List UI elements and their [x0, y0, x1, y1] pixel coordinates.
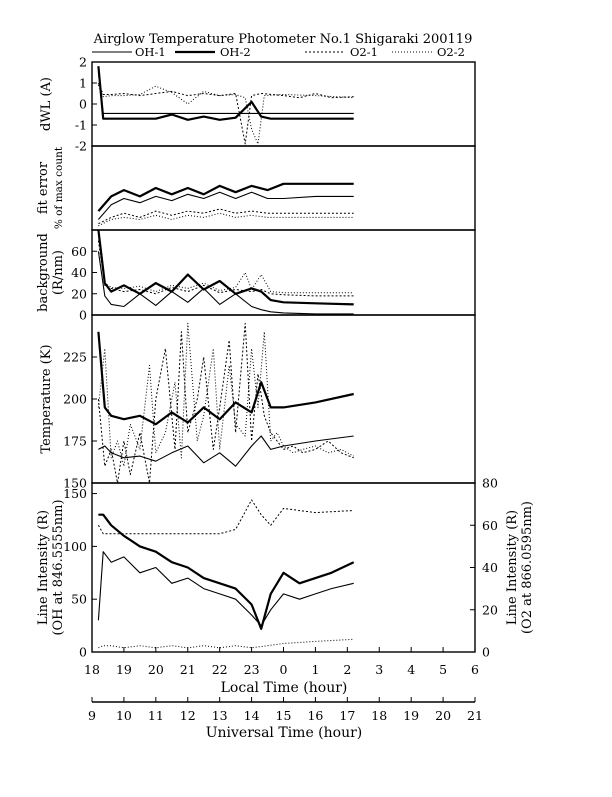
- series-o2-2: [97, 235, 354, 294]
- panel-4: 150 175 200 225 Temperature (K): [39, 314, 476, 491]
- panel-frame: [91, 61, 476, 147]
- x-tick-label-ut: 11: [148, 708, 164, 723]
- x-tick-label-ut: 13: [212, 708, 228, 723]
- x-tick-label-local: 5: [439, 662, 447, 677]
- x-tick-label-local: 1: [311, 662, 319, 677]
- y-tick-label: 2: [79, 55, 87, 70]
- y-tick-label: 150: [63, 476, 87, 491]
- y-tick-label: 20: [71, 286, 87, 301]
- x-tick-label-local: 6: [471, 662, 479, 677]
- legend: OH-1 OH-2 O2-1 O2-2: [92, 45, 465, 59]
- x-tick-label-ut: 9: [88, 708, 96, 723]
- y2-axis-label: Line Intensity (R): [505, 510, 520, 625]
- x-tick-label-local: 22: [212, 662, 228, 677]
- x-tick-label-ut: 21: [467, 708, 483, 723]
- y-tick-label: 40: [71, 265, 87, 280]
- x-tick-label-local: 23: [244, 662, 260, 677]
- panel-2: fit error% of max count: [36, 145, 476, 231]
- y2-tick-label: 20: [482, 602, 498, 617]
- y-axis-label: background: [36, 233, 51, 312]
- x-tick-label-ut: 10: [116, 708, 132, 723]
- x-tick-label-ut: 15: [276, 708, 292, 723]
- x-tick-label-ut: 17: [339, 708, 355, 723]
- y-axis-label: Temperature (K): [39, 344, 54, 453]
- y-tick-label: 150: [63, 486, 87, 501]
- y-tick-label: -1: [75, 118, 87, 133]
- legend-label-oh1: OH-1: [135, 45, 166, 59]
- panel-3: 0 20 40 60 background (R/nm): [36, 229, 476, 323]
- series-oh-1: [97, 72, 354, 114]
- y2-tick-label: 60: [482, 518, 498, 533]
- series-o2-1: [97, 322, 354, 484]
- series-o2-1: [97, 499, 354, 535]
- y2-tick-label: 0: [482, 645, 490, 660]
- y-axis-label: Line Intensity (R): [36, 510, 51, 625]
- x-tick-label-ut: 18: [371, 708, 387, 723]
- x-tick-label-ut: 20: [435, 708, 451, 723]
- panel-1: 2 1 0 -1 -2 dWL (A): [39, 55, 476, 154]
- y2-tick-label: 40: [482, 560, 498, 575]
- x-tick-label-local: 21: [180, 662, 196, 677]
- y-axis-label: dWL (A): [39, 77, 54, 131]
- series-oh-1: [97, 191, 354, 220]
- y-axis-label: % of max count: [53, 146, 65, 229]
- legend-label-oh2: OH-2: [220, 45, 251, 59]
- series-o2-2: [97, 322, 354, 467]
- x-tick-label-ut: 19: [403, 708, 419, 723]
- y-tick-label: -2: [75, 139, 87, 154]
- x-tick-label-ut: 12: [180, 708, 196, 723]
- y-axis-label: fit error: [36, 161, 51, 214]
- legend-label-o21: O2-1: [350, 45, 378, 59]
- x-tick-label-ut: 14: [244, 708, 260, 723]
- x-tick-label-local: 3: [375, 662, 383, 677]
- series-o2-2: [98, 638, 354, 649]
- ut-axis-label: Universal Time (hour): [206, 725, 363, 741]
- series-oh-1: [97, 551, 354, 627]
- series-o2-2: [97, 84, 354, 145]
- x-tick-label-local: 19: [116, 662, 132, 677]
- y-tick-label: 0: [79, 645, 87, 660]
- x-tick-label-local: 20: [148, 662, 164, 677]
- y-tick-label: 1: [79, 76, 87, 91]
- y-tick-label: 225: [63, 350, 87, 365]
- series-oh-2: [97, 182, 354, 212]
- series-oh-1: [98, 435, 354, 467]
- panel-frame: [91, 314, 476, 484]
- series-oh-2: [97, 66, 354, 121]
- series-oh-2: [97, 229, 354, 306]
- chart-title: Airglow Temperature Photometer No.1 Shig…: [93, 32, 473, 47]
- y2-axis-label: (O2 at 866.0595nm): [520, 501, 535, 634]
- series-o2-1: [97, 240, 354, 297]
- series-o2-2: [98, 212, 354, 227]
- local-time-axis-label: Local Time (hour): [221, 680, 348, 696]
- y-tick-label: 50: [71, 592, 87, 607]
- x-tick-label-ut: 16: [307, 708, 323, 723]
- series-oh-2: [97, 331, 354, 426]
- legend-label-o22: O2-2: [437, 45, 465, 59]
- y-tick-label: 175: [63, 434, 87, 449]
- y-tick-label: 100: [63, 539, 87, 554]
- y-axis-label: (OH at 846.5555nm): [51, 499, 66, 635]
- y2-tick-label: 80: [482, 476, 498, 491]
- x-tick-label-local: 2: [343, 662, 351, 677]
- panel-frame: [91, 145, 476, 231]
- series-oh-1: [97, 251, 354, 315]
- y-tick-label: 0: [79, 97, 87, 112]
- y-tick-label: 60: [71, 244, 87, 259]
- y-tick-label: 0: [79, 308, 87, 323]
- y-tick-label: 200: [63, 392, 87, 407]
- series-o2-1: [97, 82, 354, 145]
- series-oh-2: [98, 513, 355, 630]
- y-axis-label: (R/nm): [51, 250, 66, 295]
- x-tick-label-local: 4: [407, 662, 415, 677]
- series-o2-1: [98, 208, 354, 225]
- x-tick-label-local: 0: [280, 662, 288, 677]
- x-tick-label-local: 18: [84, 662, 100, 677]
